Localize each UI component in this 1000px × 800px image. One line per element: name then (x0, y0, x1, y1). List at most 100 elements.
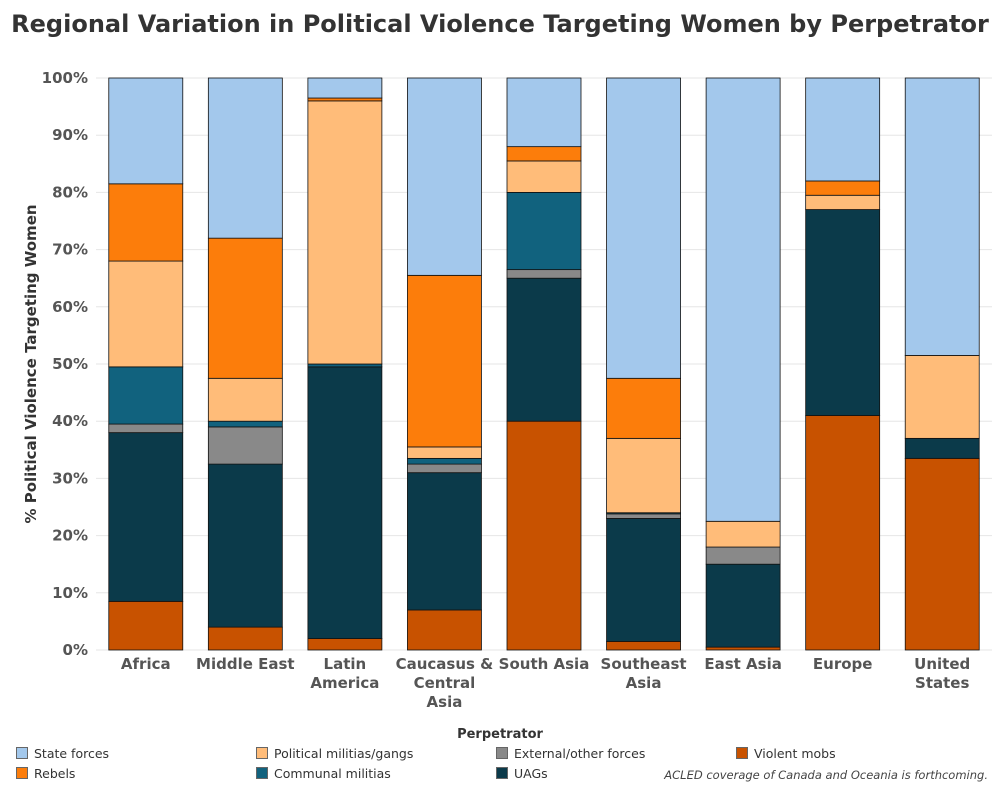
x-tick-label: Asia (626, 674, 662, 692)
x-tick-label: Southeast (601, 655, 687, 673)
bar-segment-uags (805, 209, 881, 416)
bar-segment-uags (506, 277, 582, 422)
legend-item: Violent mobs (736, 744, 836, 762)
bar-segment-external-other-forces (506, 269, 582, 279)
bar-segment-uags (904, 437, 980, 459)
y-tick-label: 10% (52, 584, 88, 602)
bar-segment-external-other-forces (606, 513, 681, 519)
x-tick-label: Caucasus & (396, 655, 494, 673)
y-tick-label: 30% (52, 469, 88, 487)
bar-segment-rebels (606, 377, 681, 439)
legend-label: UAGs (514, 765, 548, 781)
bar-segment-violent-mobs (307, 638, 383, 651)
x-tick-label: Middle East (196, 655, 295, 673)
bar-segment-communal-militias (307, 363, 383, 368)
y-tick-label: 100% (42, 69, 88, 87)
bar-segment-political-militias-gangs (705, 520, 781, 548)
x-tick-label: Asia (427, 693, 463, 711)
legend-item: Communal militias (256, 764, 391, 782)
legend-swatch (256, 767, 268, 779)
legend: State forces Political militias/gangs Exte… (16, 744, 916, 784)
legend-swatch (496, 747, 508, 759)
bar-segment-violent-mobs (705, 646, 781, 651)
bar-segment-political-militias-gangs (606, 437, 681, 514)
bar-segment-violent-mobs (805, 415, 881, 651)
x-tick-label: Central (414, 674, 476, 692)
bar-segment-state-forces (705, 77, 781, 522)
legend-swatch (736, 747, 748, 759)
bar-segment-state-forces (108, 77, 184, 185)
bar-segment-political-militias-gangs (904, 355, 980, 439)
legend-label: External/other forces (514, 745, 646, 761)
bar-segment-uags (407, 472, 482, 611)
legend-swatch (16, 767, 28, 779)
legend-label: Violent mobs (754, 745, 836, 761)
x-tick-label: United (914, 655, 970, 673)
legend-swatch (496, 767, 508, 779)
bar-segment-violent-mobs (606, 641, 681, 651)
bar-segment-uags (307, 366, 383, 639)
bar-segment-state-forces (407, 77, 482, 276)
legend-swatch (16, 747, 28, 759)
bar-segment-uags (207, 463, 283, 628)
x-tick-label: Latin (324, 655, 367, 673)
bar-segment-state-forces (207, 77, 283, 239)
legend-item: External/other forces (496, 744, 645, 762)
x-tick-label: South Asia (499, 655, 590, 673)
bar-segment-communal-militias (207, 420, 283, 428)
bar-segment-communal-militias (108, 366, 184, 425)
coverage-note: ACLED coverage of Canada and Oceania is … (664, 768, 988, 782)
bar-segment-violent-mobs (506, 420, 582, 651)
bar-segment-uags (108, 432, 184, 602)
y-tick-label: 80% (52, 183, 88, 201)
x-tick-label: Europe (813, 655, 873, 673)
bar-segment-state-forces (506, 77, 582, 148)
bar-segment-political-militias-gangs (407, 446, 482, 459)
legend-item: State forces (16, 744, 109, 762)
y-tick-label: 90% (52, 126, 88, 144)
legend-label: Communal militias (274, 765, 391, 781)
bar-segment-state-forces (307, 77, 383, 99)
bar-segment-political-militias-gangs (805, 194, 881, 210)
bar-segment-rebels (407, 274, 482, 448)
y-tick-label: 0% (63, 641, 88, 659)
y-tick-label: 20% (52, 527, 88, 545)
bar-segment-uags (705, 563, 781, 648)
bar-segment-political-militias-gangs (307, 100, 383, 365)
legend-label: State forces (34, 745, 110, 761)
bar-segment-violent-mobs (407, 609, 482, 651)
legend-title: Perpetrator (457, 727, 543, 742)
bar-segment-rebels (506, 146, 582, 162)
y-tick-label: 50% (52, 355, 88, 373)
legend-item: Political militias/gangs (256, 744, 413, 762)
legend-item: Rebels (16, 764, 75, 782)
y-tick-label: 60% (52, 298, 88, 316)
bar-segment-political-militias-gangs (207, 377, 283, 422)
bar-segment-external-other-forces (207, 426, 283, 465)
bar-segment-state-forces (904, 77, 980, 356)
legend-item: UAGs (496, 764, 548, 782)
bar-segment-violent-mobs (904, 457, 980, 651)
y-axis-label: % Political Violence Targeting Women (22, 204, 40, 523)
bar-segment-rebels (805, 180, 881, 196)
bar-segment-communal-militias (407, 457, 482, 465)
bar-segment-rebels (207, 237, 283, 379)
x-tick-label: States (915, 674, 969, 692)
bar-segment-political-militias-gangs (506, 160, 582, 193)
bar-segment-external-other-forces (705, 546, 781, 565)
legend-label: Rebels (34, 765, 76, 781)
bar-segment-external-other-forces (407, 463, 482, 474)
x-tick-label: East Asia (704, 655, 782, 673)
bar-segment-rebels (108, 183, 184, 262)
y-tick-label: 70% (52, 241, 88, 259)
x-tick-label: America (310, 674, 379, 692)
bar-segment-communal-militias (506, 191, 582, 271)
bar-segment-violent-mobs (207, 626, 283, 651)
legend-label: Political militias/gangs (274, 745, 414, 761)
bar-segment-state-forces (805, 77, 881, 182)
bar-segment-external-other-forces (108, 423, 184, 434)
bar-segment-violent-mobs (108, 600, 184, 651)
y-tick-label: 40% (52, 412, 88, 430)
stacked-bar-chart: 0% 10% 20% 30% 40% 50% 60% 70% 80% 90% 100% % Polit… (22, 69, 992, 711)
bar-segment-state-forces (606, 77, 681, 379)
